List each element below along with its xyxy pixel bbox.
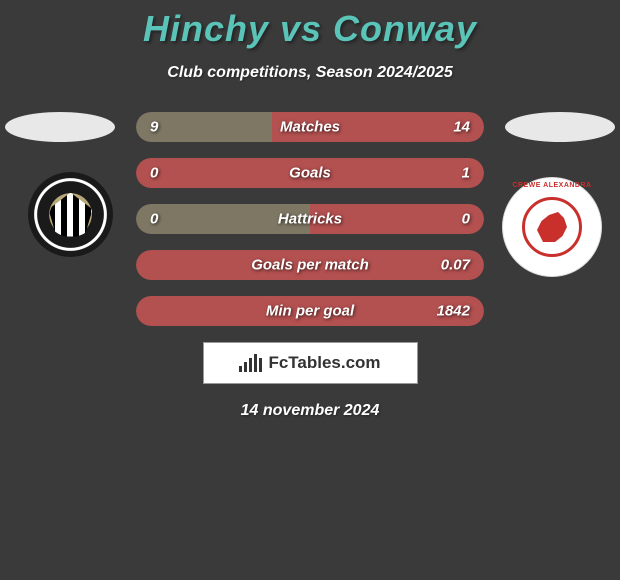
- stat-label: Hattricks: [278, 211, 342, 228]
- stat-bar: 0 1 Goals: [136, 158, 484, 188]
- stat-value-left: 9: [150, 119, 158, 136]
- player1-club-badge: [28, 172, 113, 257]
- stat-label: Matches: [280, 119, 340, 136]
- player2-oval: [505, 112, 615, 142]
- date-label: 14 november 2024: [0, 402, 620, 420]
- stat-value-right: 14: [453, 119, 470, 136]
- stat-value-right: 1: [462, 165, 470, 182]
- stat-bar: 0.07 Goals per match: [136, 250, 484, 280]
- stat-bar: 0 0 Hattricks: [136, 204, 484, 234]
- stat-value-left: 0: [150, 165, 158, 182]
- player2-club-badge: [502, 177, 602, 277]
- stat-value-left: 0: [150, 211, 158, 228]
- stat-bar: 1842 Min per goal: [136, 296, 484, 326]
- logo-text: FcTables.com: [268, 353, 380, 373]
- subtitle: Club competitions, Season 2024/2025: [0, 64, 620, 82]
- comparison-panel: 9 14 Matches 0 1 Goals 0 0 Hattricks 0.07 Goals pe…: [0, 112, 620, 420]
- stat-bars: 9 14 Matches 0 1 Goals 0 0 Hattricks 0.07 Goals pe…: [136, 112, 484, 326]
- stat-label: Min per goal: [266, 303, 354, 320]
- stat-label: Goals per match: [251, 257, 369, 274]
- stat-value-right: 0.07: [441, 257, 470, 274]
- bars-icon: [239, 354, 262, 372]
- stat-bar: 9 14 Matches: [136, 112, 484, 142]
- player1-oval: [5, 112, 115, 142]
- fctables-logo: FcTables.com: [203, 342, 418, 384]
- stat-value-right: 0: [462, 211, 470, 228]
- stat-value-right: 1842: [437, 303, 470, 320]
- stat-label: Goals: [289, 165, 331, 182]
- page-title: Hinchy vs Conway: [0, 0, 620, 50]
